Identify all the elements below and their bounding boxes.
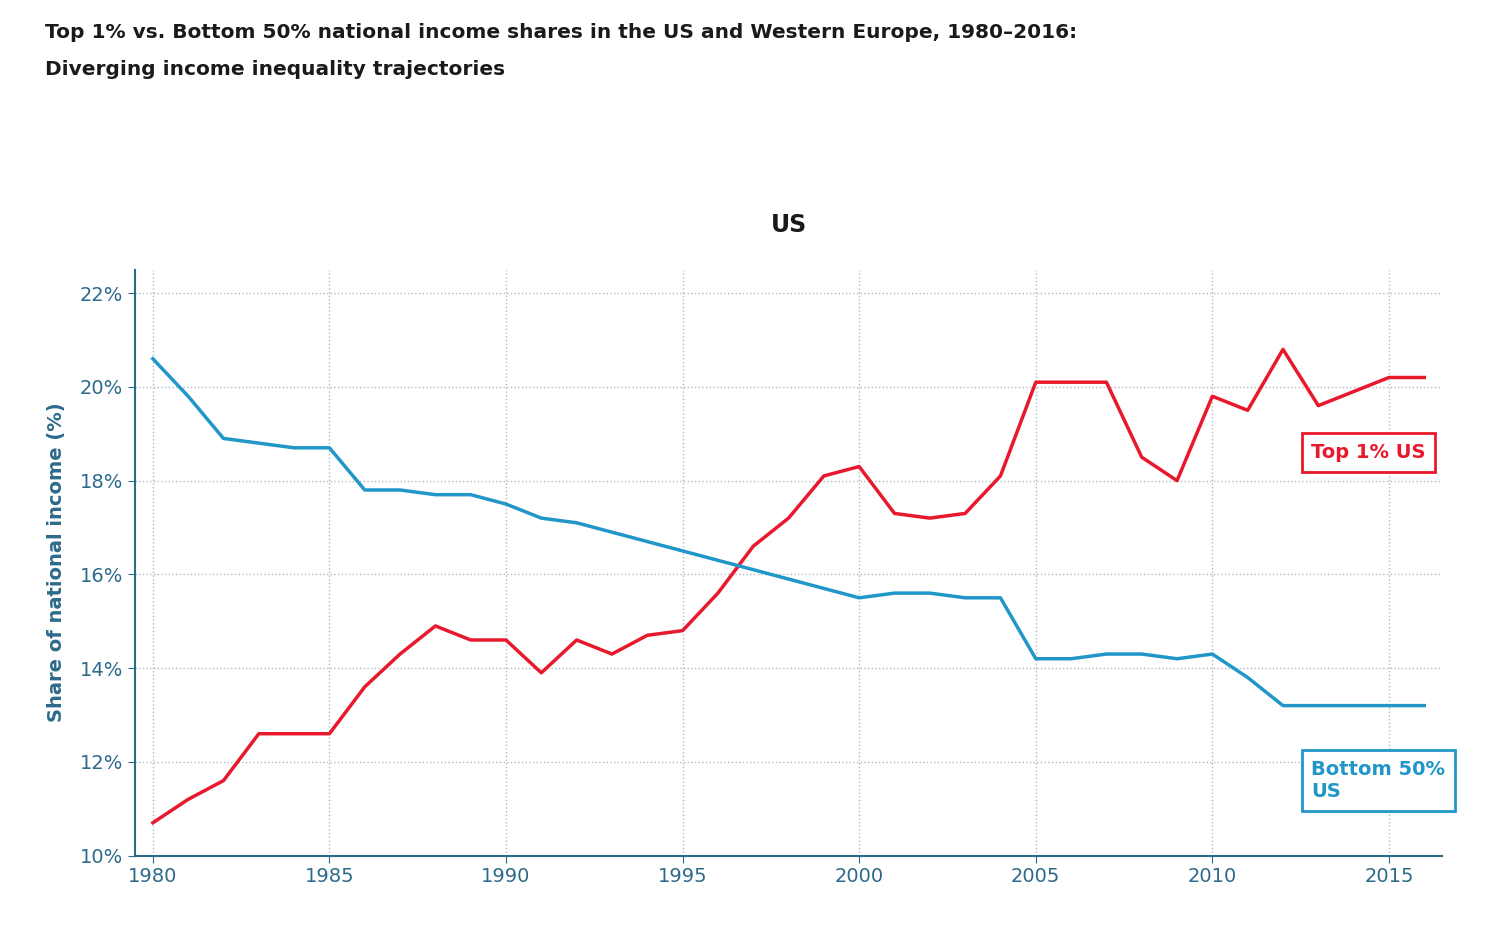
Text: Top 1% vs. Bottom 50% national income shares in the US and Western Europe, 1980–: Top 1% vs. Bottom 50% national income sh…	[45, 23, 1077, 42]
Text: Diverging income inequality trajectories: Diverging income inequality trajectories	[45, 60, 505, 79]
Text: Bottom 50%
US: Bottom 50% US	[1311, 760, 1445, 801]
Text: US: US	[771, 213, 807, 237]
Text: Top 1% US: Top 1% US	[1311, 443, 1425, 462]
Y-axis label: Share of national income (%): Share of national income (%)	[47, 403, 66, 723]
